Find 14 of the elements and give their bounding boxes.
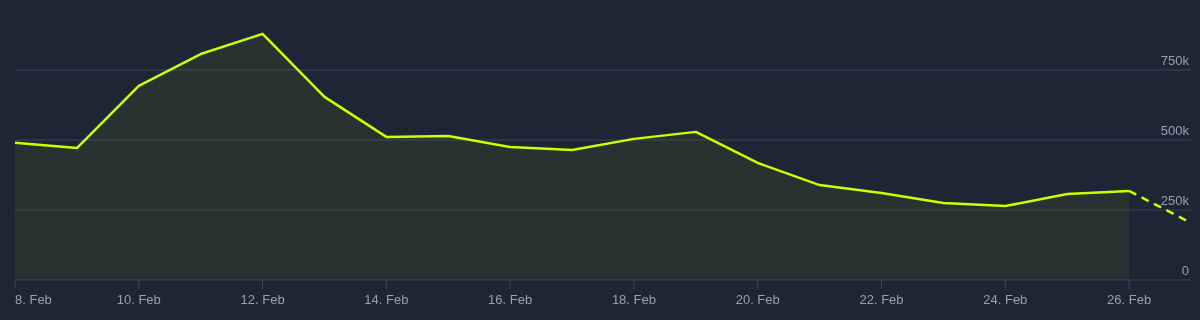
x-tick-label: 26. Feb xyxy=(1107,292,1152,307)
y-tick-label: 750k xyxy=(1160,53,1190,68)
x-tick-label: 12. Feb xyxy=(240,292,285,307)
y-tick-label: 0 xyxy=(1181,263,1189,278)
x-tick-label: 18. Feb xyxy=(611,292,656,307)
y-tick-label: 250k xyxy=(1160,193,1190,208)
x-tick-label: 14. Feb xyxy=(364,292,409,307)
x-tick-label: 24. Feb xyxy=(983,292,1028,307)
x-tick-label: 10. Feb xyxy=(116,292,161,307)
x-tick-label: 22. Feb xyxy=(859,292,904,307)
x-tick-label: 16. Feb xyxy=(488,292,533,307)
x-tick-label: 20. Feb xyxy=(735,292,780,307)
y-tick-label: 500k xyxy=(1160,123,1190,138)
x-tick-label: 8. Feb xyxy=(15,292,52,307)
